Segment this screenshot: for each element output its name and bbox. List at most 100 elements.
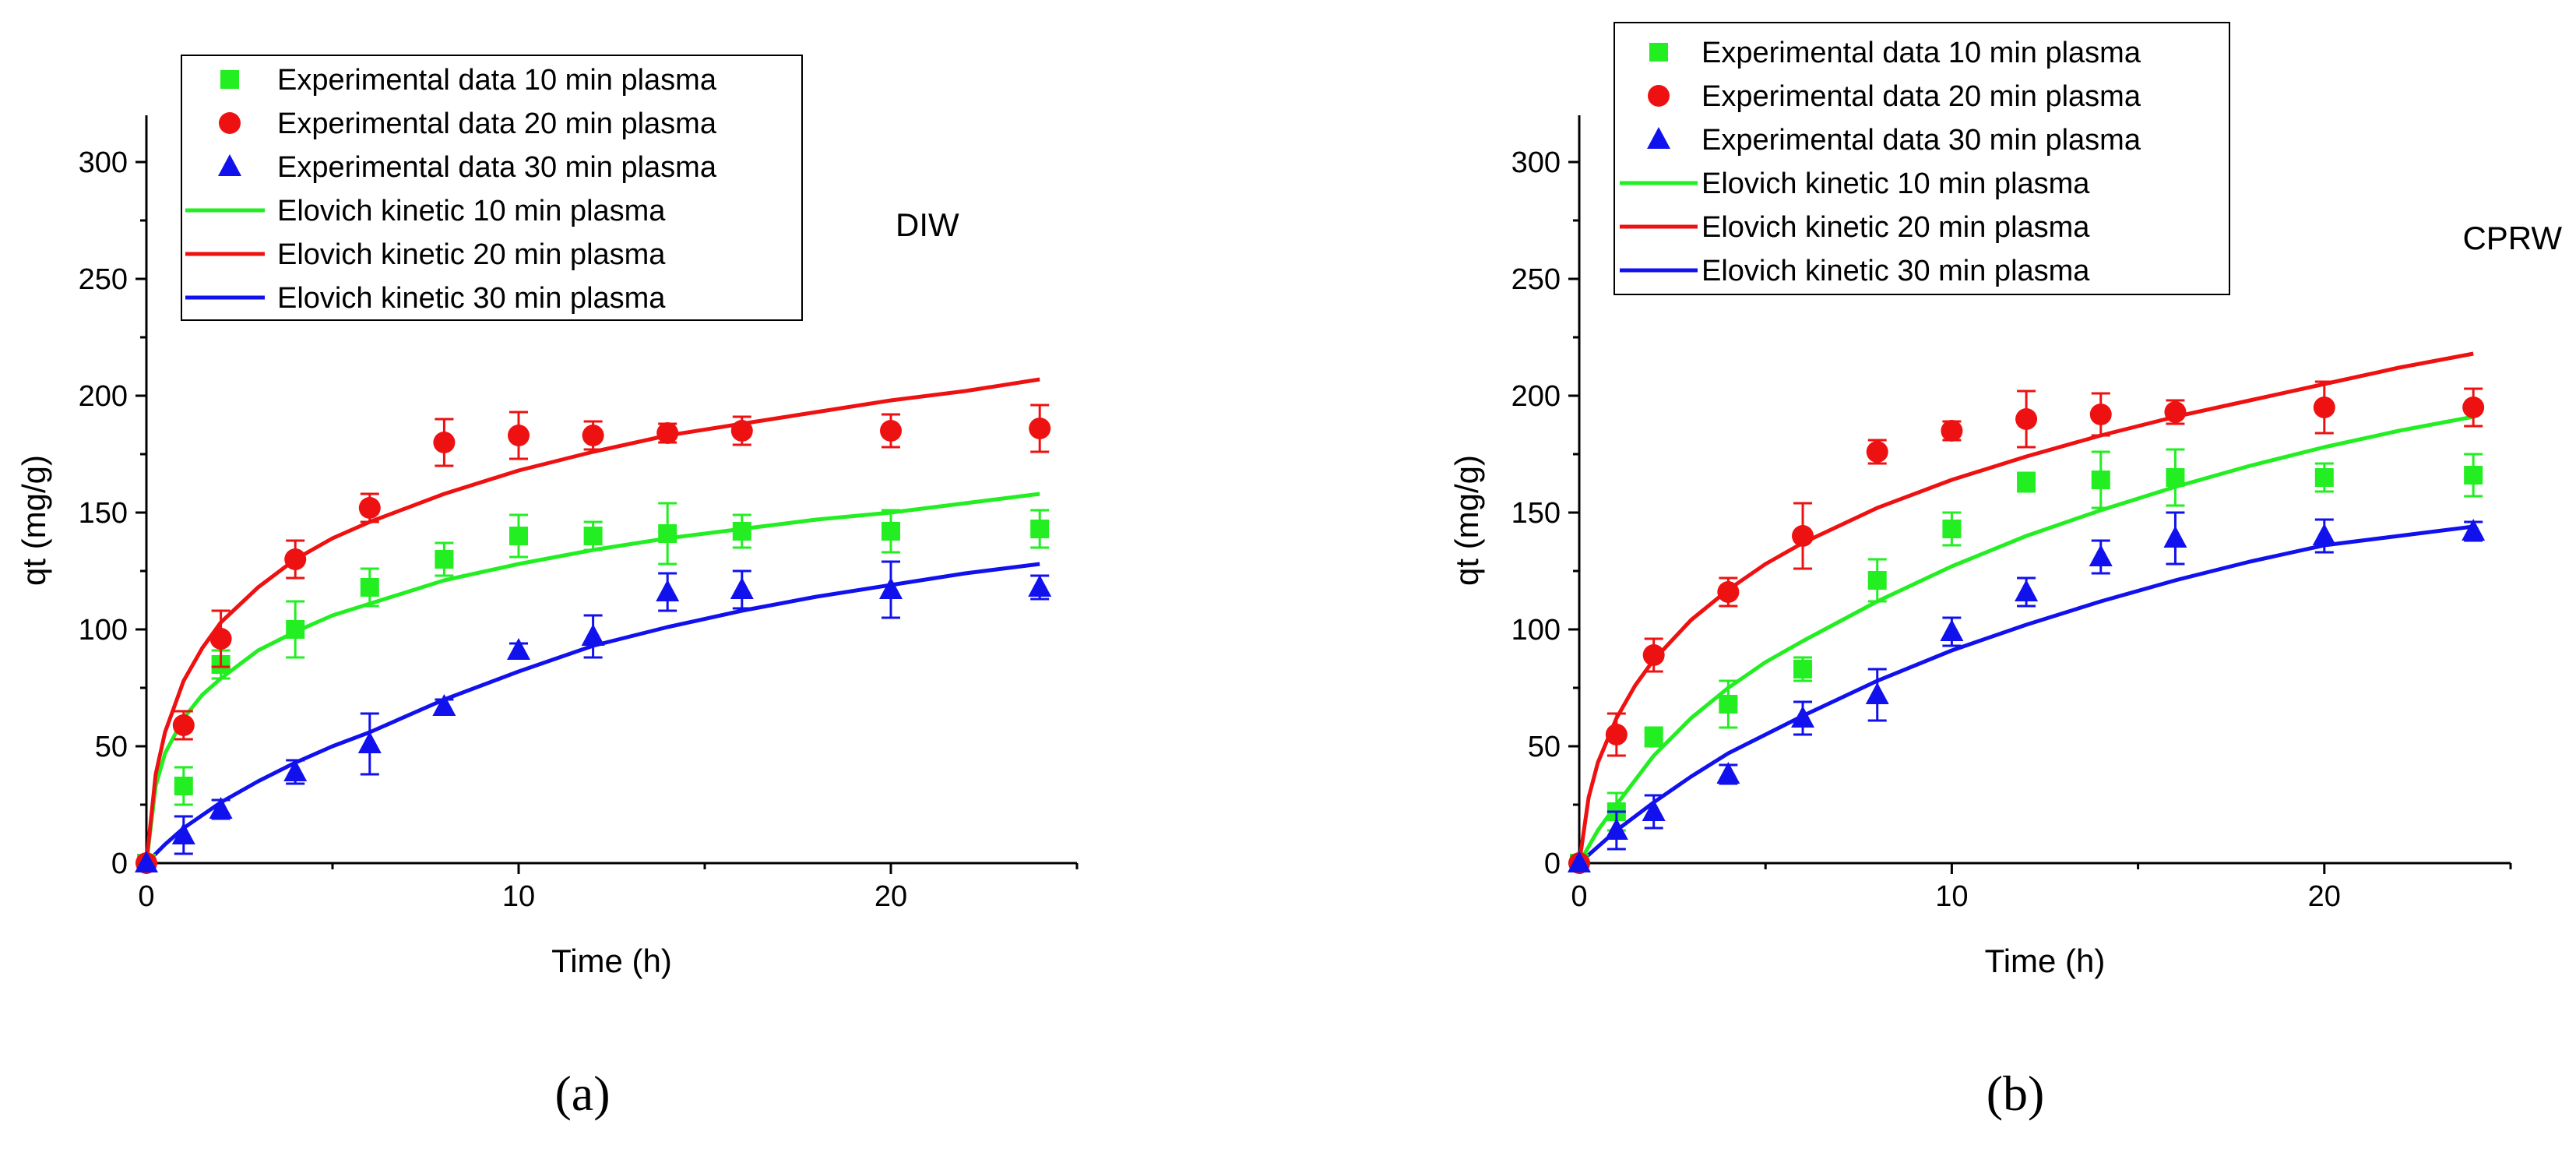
data-point-triangle [1604,818,1628,840]
data-point-circle [1866,441,1888,463]
data-point-square [1719,695,1738,714]
data-point-triangle [1568,851,1591,872]
x-tick-label: 0 [138,880,154,913]
data-point-triangle [135,851,158,872]
data-point-square [2464,466,2483,485]
data-point-circle [1029,418,1051,439]
data-point-triangle [2462,519,2486,541]
legend-symbol-square [1649,43,1668,62]
data-point-square [1942,520,1962,538]
data-point-square [509,527,528,545]
data-point-circle [2313,397,2335,418]
y-axis-title: qt (mg/g) [16,455,52,586]
data-point-triangle [656,580,680,601]
data-point-square [1867,571,1887,590]
data-point-square [2091,471,2110,489]
y-tick-label: 150 [1511,497,1561,530]
data-point-circle [1941,420,1963,442]
legend-entry-label: Elovich kinetic 10 min plasma [1701,167,2090,200]
legend-entry-label: Experimental data 20 min plasma [1701,80,2141,113]
x-tick-label: 20 [875,880,907,913]
legend-entry-label: Elovich kinetic 10 min plasma [277,195,666,227]
y-tick-label: 250 [1511,263,1561,296]
data-point-triangle [2015,580,2039,601]
legend-symbol-circle [219,112,241,134]
data-point-circle [656,422,679,444]
data-point-circle [2015,408,2038,430]
data-point-triangle [1791,706,1815,728]
x-tick-label: 0 [1571,880,1587,913]
data-point-circle [358,497,381,519]
y-tick-label: 200 [79,380,128,413]
data-point-square [732,522,751,541]
data-point-circle [1642,644,1665,666]
legend-symbol-square [220,70,239,89]
data-point-circle [284,548,307,570]
x-tick-label: 20 [2308,880,2341,913]
data-point-circle [2089,404,2112,425]
data-point-triangle [171,823,195,844]
legend-entry-label: Experimental data 30 min plasma [277,151,717,184]
data-point-circle [1605,724,1628,745]
y-tick-label: 50 [1528,731,1561,763]
data-point-circle [1792,525,1814,547]
data-point-circle [1717,581,1740,603]
data-point-circle [730,420,753,442]
data-point-triangle [1028,575,1052,597]
y-tick-label: 0 [1544,848,1561,880]
data-point-square [658,524,677,543]
data-point-triangle [283,760,308,781]
y-tick-label: 200 [1511,380,1561,413]
data-point-circle [209,628,232,650]
y-tick-label: 300 [1511,146,1561,179]
data-point-triangle [2089,545,2113,566]
legend-entry-label: Elovich kinetic 20 min plasma [1701,211,2090,244]
x-tick-label: 10 [502,880,535,913]
data-point-triangle [2312,523,2336,545]
data-point-square [1644,728,1663,746]
legend-box [1614,22,2230,295]
y-tick-label: 50 [95,731,128,763]
legend-entry-label: Experimental data 10 min plasma [1701,37,2141,69]
data-point-triangle [730,577,754,599]
panel-annotation: CPRW [2462,220,2562,256]
y-tick-label: 250 [79,263,128,296]
data-point-square [1793,660,1813,678]
legend-entry-label: Elovich kinetic 30 min plasma [1701,255,2090,287]
legend-entry-label: Experimental data 20 min plasma [277,107,717,140]
y-tick-label: 0 [111,848,128,880]
legend-symbol-circle [1648,85,1670,107]
data-point-triangle [1642,799,1666,821]
y-axis-title: qt (mg/g) [1448,455,1485,586]
data-point-triangle [1865,682,1889,704]
data-point-square [2017,473,2036,492]
data-point-triangle [507,638,530,660]
legend-entry-label: Elovich kinetic 30 min plasma [277,282,666,315]
y-tick-label: 300 [79,146,128,179]
panel-label: (b) [1987,1066,2045,1121]
data-point-circle [508,425,530,446]
x-tick-label: 10 [1935,880,1968,913]
data-point-triangle [1940,619,1964,641]
panel-label: (a) [554,1066,610,1121]
data-point-circle [433,432,456,453]
data-point-circle [172,714,195,736]
y-tick-label: 150 [79,497,128,530]
data-point-triangle [879,577,903,599]
data-point-square [174,777,193,795]
data-point-circle [2462,397,2485,418]
data-point-circle [2164,401,2187,423]
x-axis-title: Time (h) [551,943,672,979]
legend-entry-label: Experimental data 10 min plasma [277,64,717,97]
data-point-square [435,550,454,569]
data-point-circle [880,420,902,442]
chart-panel-b: 0 50 100 150 200 250 300 0 10 20 Time (h) qt (mg/g)… [1448,22,2562,1121]
data-point-circle [582,425,604,446]
data-point-triangle [209,797,233,819]
data-point-triangle [581,624,605,646]
data-point-square [1030,520,1050,538]
legend-box [181,55,803,321]
data-point-triangle [432,694,456,716]
data-point-square [360,578,379,597]
